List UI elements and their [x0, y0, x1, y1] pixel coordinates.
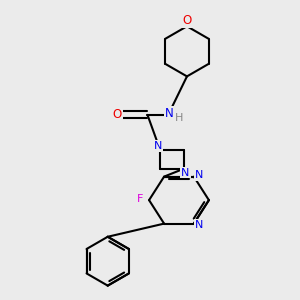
Text: N: N — [195, 220, 204, 230]
Text: O: O — [182, 14, 192, 27]
Text: N: N — [182, 168, 190, 178]
Text: F: F — [137, 194, 143, 204]
Text: N: N — [195, 170, 204, 180]
Text: H: H — [175, 113, 183, 123]
Text: N: N — [165, 107, 173, 120]
Text: O: O — [112, 108, 122, 122]
Text: N: N — [154, 141, 163, 151]
